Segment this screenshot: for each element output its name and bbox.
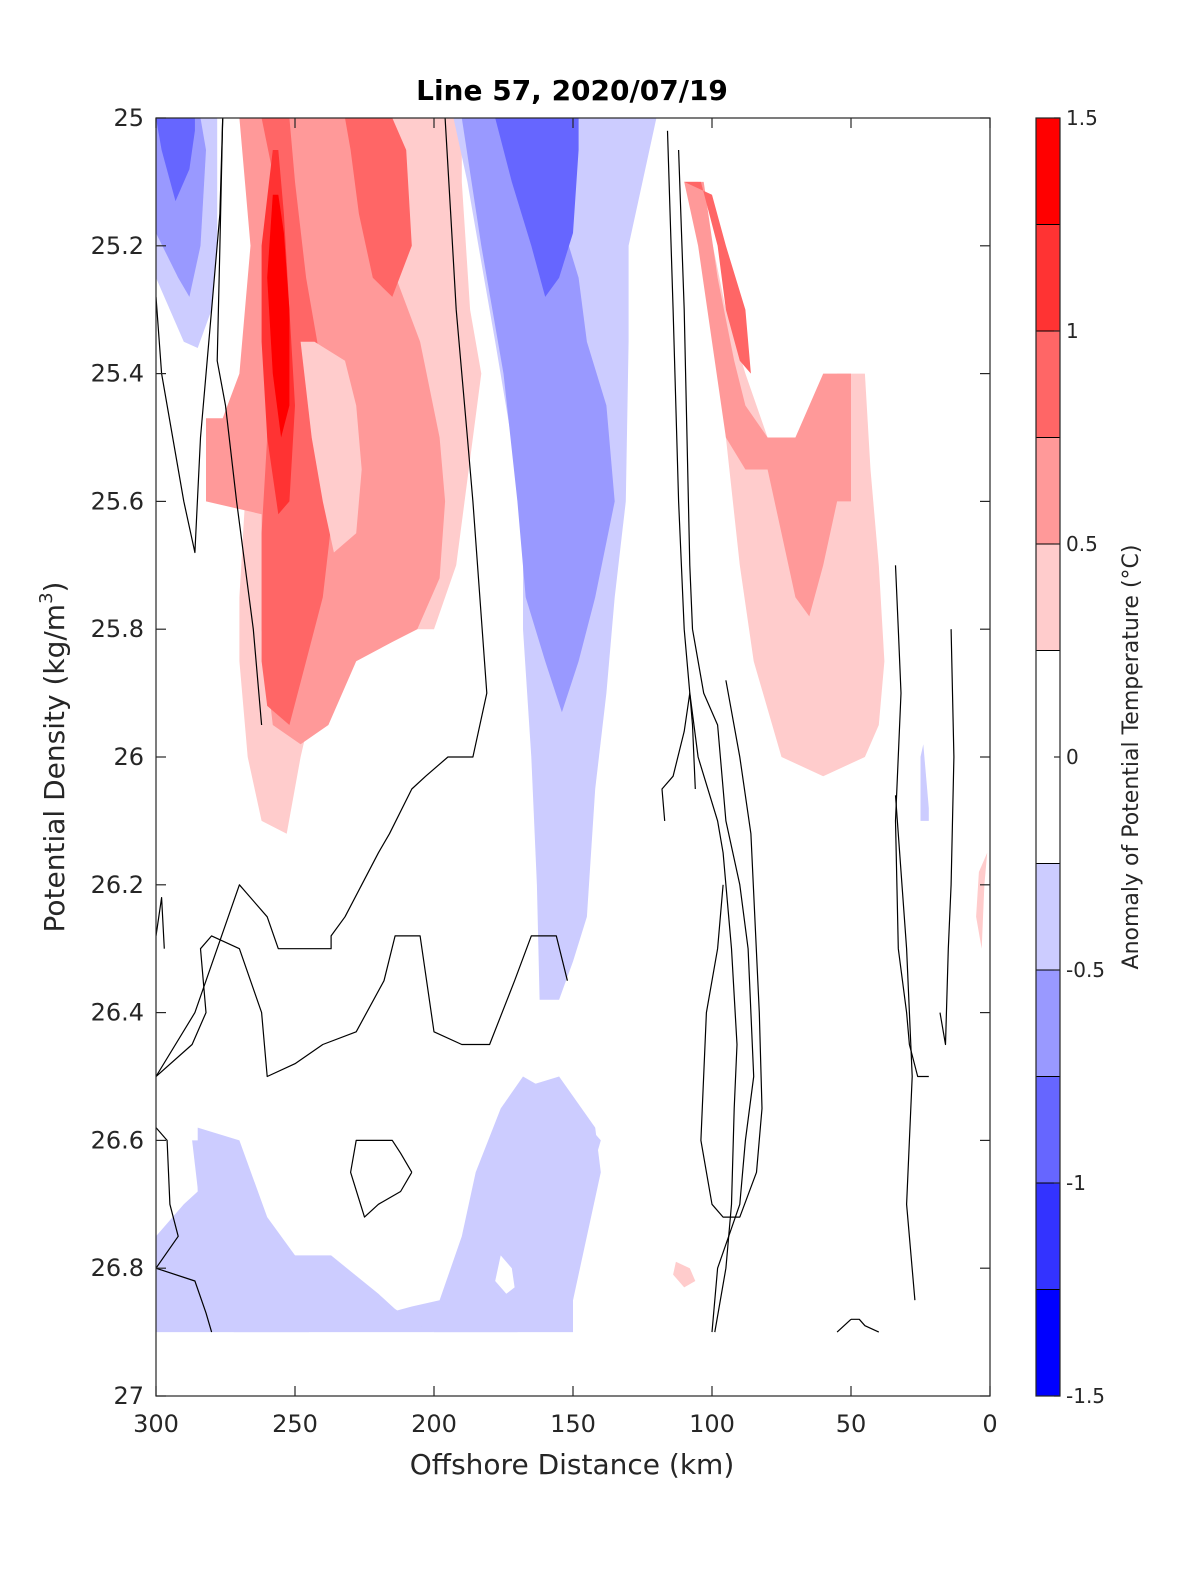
y-axis-ticks: 25 25.2 25.4 25.6 25.8 26 26.2 26.4 26.6 26.8 27: [91, 104, 990, 1410]
y-axis-label-superscript: 3: [36, 592, 57, 603]
y-tick-label: 26.2: [91, 871, 144, 899]
chart-title: Line 57, 2020/07/19: [416, 74, 728, 107]
colorbar-segment: [1036, 118, 1060, 225]
zero-contour-line-14: [939, 629, 955, 1046]
x-tick-label: 250: [272, 1410, 318, 1438]
colorbar-tick-label: 0.5: [1066, 532, 1098, 556]
colorbar-segment: [1036, 1289, 1060, 1396]
contour-hole-0: [495, 1255, 515, 1294]
y-tick-label: 26.6: [91, 1126, 144, 1154]
y-tick-label: 26.8: [91, 1254, 144, 1282]
y-tick-label: 25.4: [91, 360, 144, 388]
zero-contour-line-3: [156, 896, 165, 949]
zero-contour-lines: [156, 118, 955, 1333]
contour-region-4: [267, 194, 290, 438]
y-axis-label-text: Potential Density (kg/m: [38, 604, 71, 933]
colorbar-ticks: -1.5 -1 -0.5 0 0.5 1 1.5: [1054, 106, 1105, 1408]
zero-contour-line-12: [894, 795, 916, 1301]
contour-region-5: [300, 341, 362, 553]
colorbar-segment: [1036, 331, 1060, 438]
zero-contour-line-0: [216, 118, 263, 726]
contour-region-15: [684, 181, 751, 374]
y-axis-label-close: ): [38, 582, 71, 593]
x-axis-ticks: 300 250 200 150 100 50 0: [133, 118, 998, 1438]
colorbar-segment: [1036, 224, 1060, 331]
zero-contour-line-15: [851, 1318, 880, 1333]
colorbar-segment: [1036, 437, 1060, 544]
y-tick-label: 25.2: [91, 232, 144, 260]
colorbar-tick-label: 0: [1066, 745, 1079, 769]
plot-area: [155, 117, 991, 1397]
zero-contour-line-8: [666, 130, 738, 1333]
colorbar-tick-label: 1.5: [1066, 106, 1098, 130]
colorbar-segment: [1036, 970, 1060, 1077]
contour-region-14: [684, 181, 851, 617]
colorbar-tick-label: 1: [1066, 319, 1079, 343]
colorbar-label: Anomaly of Potential Temperature (°C): [1119, 545, 1144, 970]
x-tick-label: 200: [411, 1410, 457, 1438]
y-tick-label: 25.6: [91, 487, 144, 515]
contour-region-19: [920, 744, 929, 821]
contour-region-11: [461, 118, 615, 713]
contour-region-20: [673, 1261, 696, 1288]
zero-contour-line-10: [678, 149, 755, 1333]
zero-contour-line-6: [156, 1127, 179, 1269]
colorbar-tick-label: -1: [1066, 1171, 1086, 1195]
zero-contour-line-7: [156, 1267, 213, 1333]
x-tick-label: 100: [689, 1410, 735, 1438]
zero-contour-line-9: [661, 692, 696, 821]
colorbar-segment: [1036, 863, 1060, 970]
contour-region-12: [495, 118, 579, 297]
filled-contour-regions: [156, 118, 988, 1333]
zero-contour-line-13: [894, 565, 929, 1078]
colorbar-segment: [1036, 1076, 1060, 1183]
colorbar-tick-label: -1.5: [1066, 1384, 1105, 1408]
contour-region-9: [156, 118, 195, 202]
contour-region-21: [976, 852, 988, 949]
zero-contour-line-4: [156, 935, 568, 1078]
zero-contour-line-16: [836, 1318, 852, 1333]
x-tick-label: 300: [133, 1410, 179, 1438]
x-tick-label: 0: [982, 1410, 997, 1438]
zero-contour-line-1: [156, 118, 224, 554]
zero-contour-line-5: [350, 1139, 413, 1218]
y-axis-label: Potential Density (kg/m3): [36, 582, 71, 933]
x-tick-label: 50: [836, 1410, 867, 1438]
zero-contour-line-2: [156, 118, 488, 1077]
x-axis-label: Offshore Distance (km): [410, 1448, 735, 1481]
colorbar-segment: [1036, 544, 1060, 651]
y-tick-label: 25: [113, 104, 144, 132]
contour-region-6: [345, 118, 412, 297]
y-tick-label: 26.4: [91, 999, 144, 1027]
y-tick-label: 27: [113, 1382, 144, 1410]
y-tick-label: 25.8: [91, 615, 144, 643]
x-tick-label: 150: [550, 1410, 596, 1438]
colorbar-segment: [1036, 1183, 1060, 1290]
colorbar-tick-label: -0.5: [1066, 958, 1105, 982]
zero-contour-line-11: [700, 680, 763, 1218]
y-tick-label: 26: [113, 743, 144, 771]
